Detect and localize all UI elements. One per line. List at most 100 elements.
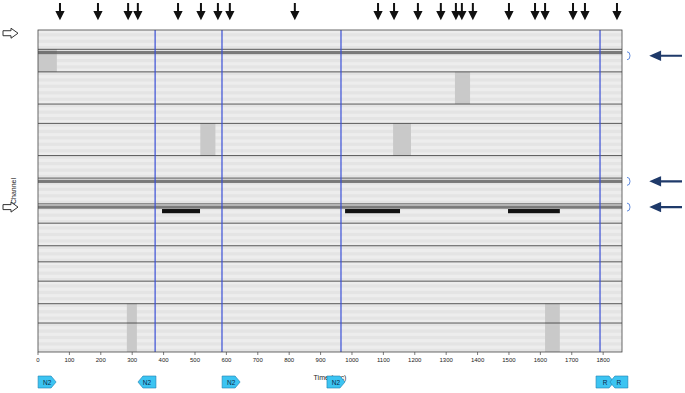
stage-tag	[222, 376, 240, 388]
event-marker	[198, 3, 204, 18]
group-boundary	[38, 123, 622, 124]
burst	[345, 209, 400, 213]
x-tick	[414, 352, 415, 355]
row-texture	[38, 88, 622, 91]
x-tick-label: 1800	[596, 357, 610, 363]
row-texture	[38, 326, 622, 329]
x-tick-label: 1100	[377, 357, 391, 363]
x-tick-label: 1300	[439, 357, 453, 363]
row-texture	[38, 62, 622, 65]
row-texture	[38, 217, 622, 220]
event-marker	[135, 3, 141, 18]
x-tick	[603, 352, 604, 355]
row-texture	[38, 69, 622, 72]
group-boundary	[38, 261, 622, 262]
row-texture	[38, 152, 622, 155]
x-tick-label: 100	[64, 357, 75, 363]
stage-label: N2	[43, 379, 52, 386]
x-tick	[226, 352, 227, 355]
group-boundary	[38, 323, 622, 324]
event-marker	[532, 3, 538, 18]
row-texture	[38, 243, 622, 246]
x-tick	[289, 352, 290, 355]
row-texture	[38, 165, 622, 168]
stage-tag	[38, 376, 56, 388]
group-boundary	[38, 71, 622, 72]
row-texture	[38, 255, 622, 258]
row-texture	[38, 159, 622, 162]
row-texture	[38, 313, 622, 316]
event-marker	[125, 3, 131, 18]
row-texture	[38, 82, 622, 85]
group-boundary	[38, 178, 622, 179]
channel-bracket	[627, 177, 630, 185]
x-tick-label: 1500	[502, 357, 516, 363]
row-texture	[38, 139, 622, 142]
group-boundary	[38, 223, 622, 224]
burst	[162, 209, 200, 213]
group-boundary	[38, 303, 622, 304]
x-tick-label: 200	[96, 357, 107, 363]
stage-label: R	[617, 379, 622, 386]
row-texture	[38, 268, 622, 271]
x-tick-label: 1400	[471, 357, 485, 363]
row-texture	[38, 294, 622, 297]
chart: 0100200300400500600700800900100011001200…	[0, 0, 685, 393]
x-tick-label: 1200	[408, 357, 422, 363]
stage-label: N2	[143, 379, 152, 386]
x-tick	[351, 352, 352, 355]
event-marker	[614, 3, 620, 18]
row-texture	[38, 30, 622, 33]
channel-bracket	[627, 203, 630, 211]
stage-change	[599, 30, 600, 352]
shaded-period	[393, 123, 411, 155]
event-marker	[227, 3, 233, 18]
shaded-period	[455, 72, 470, 104]
event-marker	[570, 3, 576, 18]
reference-arrow	[3, 202, 18, 212]
row-texture	[38, 230, 622, 233]
event-marker	[175, 3, 181, 18]
x-tick-label: 900	[316, 357, 327, 363]
x-tick-label: 700	[253, 357, 264, 363]
x-tick	[383, 352, 384, 355]
event-marker	[215, 3, 221, 18]
row-texture	[38, 333, 622, 336]
x-tick	[132, 352, 133, 355]
row-texture	[38, 262, 622, 265]
active-channel	[38, 51, 622, 54]
plot-frame	[38, 30, 622, 352]
row-texture	[38, 114, 622, 117]
group-boundary	[38, 155, 622, 156]
event-marker	[542, 3, 548, 18]
event-marker	[470, 3, 476, 18]
x-tick	[446, 352, 447, 355]
row-texture	[38, 339, 622, 342]
row-texture	[38, 107, 622, 110]
event-marker	[375, 3, 381, 18]
group-boundary	[38, 104, 622, 105]
group-boundary	[38, 203, 622, 204]
stage-label: R	[603, 379, 608, 386]
x-tick	[540, 352, 541, 355]
event-marker	[459, 3, 465, 18]
x-tick-label: 500	[190, 357, 201, 363]
row-texture	[38, 223, 622, 226]
x-tick	[257, 352, 258, 355]
y-axis-label: Channel	[10, 178, 17, 205]
row-texture	[38, 120, 622, 123]
stage-tag	[138, 376, 156, 388]
highlight-arrow	[652, 52, 682, 59]
row-texture	[38, 56, 622, 59]
row-texture	[38, 43, 622, 46]
row-texture	[38, 249, 622, 252]
x-tick	[100, 352, 101, 355]
event-marker	[57, 3, 63, 18]
row-texture	[38, 275, 622, 278]
row-texture	[38, 300, 622, 303]
row-texture	[38, 197, 622, 200]
active-channel	[38, 205, 622, 208]
stage-change	[221, 30, 222, 352]
x-tick-label: 1000	[345, 357, 359, 363]
x-tick-label: 0	[36, 357, 40, 363]
